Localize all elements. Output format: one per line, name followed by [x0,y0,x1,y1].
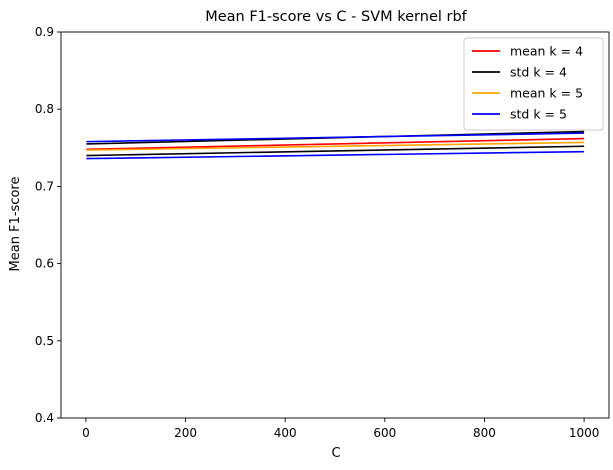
x-axis-label: C [331,446,340,461]
x-tick-label: 0 [82,426,90,440]
series-line-std-k-5-4 [86,150,585,160]
series-line-std-k-4-1 [86,145,585,157]
series-line-mean-k-4-0 [86,137,585,151]
legend-box [463,37,604,131]
series-line-mean-k-5-3 [86,141,585,151]
legend-label: mean k = 4 [510,44,583,59]
plot-area: 0 200 400 600 800 1000 0.4 0.5 0.6 0.7 0.8 0.9 [35,25,610,440]
x-tick-label: 800 [473,426,496,440]
legend-label: std k = 5 [510,107,567,122]
x-tick-label: 400 [274,426,297,440]
y-tick-label: 0.6 [35,257,54,271]
x-tick-label: 1000 [569,426,600,440]
y-tick-label: 0.7 [35,179,54,193]
y-tick-label: 0.9 [35,25,54,39]
y-tick-label: 0.5 [35,334,54,348]
plot-frame [60,31,610,419]
x-tick-label: 200 [174,426,197,440]
legend: mean k = 4 std k = 4 mean k = 5 std k = 5 [463,37,604,131]
y-axis-label: Mean F1-score [8,177,23,272]
y-tick-label: 0.8 [35,102,54,116]
series-line-std-k-5-5 [86,132,585,143]
legend-label: mean k = 5 [510,86,583,101]
y-tick-label: 0.4 [35,411,54,425]
chart-title: Mean F1-score vs C - SVM kernel rbf [205,9,467,25]
legend-label: std k = 4 [510,65,567,80]
x-tick-label: 600 [373,426,396,440]
